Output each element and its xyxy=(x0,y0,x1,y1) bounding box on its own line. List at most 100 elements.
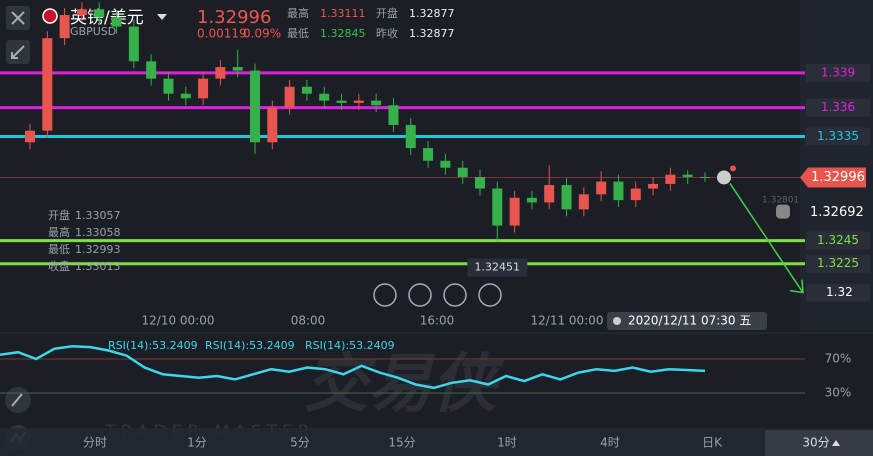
candle-body xyxy=(267,107,278,143)
rsi-tick-label: 70% xyxy=(825,352,852,366)
candle-body xyxy=(405,124,416,149)
candle-body xyxy=(475,176,485,189)
rsi-line xyxy=(0,344,706,390)
info-value: 1.32993 xyxy=(75,243,121,256)
period-item[interactable]: 5分 xyxy=(290,436,310,450)
alert-dot xyxy=(730,165,736,172)
time-tag-dot xyxy=(613,317,621,325)
price-tag-label: 1.3245 xyxy=(817,233,859,247)
candle-body xyxy=(76,9,87,16)
info-label: 最低 xyxy=(48,243,70,256)
candle-body xyxy=(630,188,641,201)
period-item[interactable]: 15分 xyxy=(388,436,415,450)
info-label: 开盘 xyxy=(48,208,70,222)
x-axis-label: 12/11 00:00 xyxy=(531,314,604,328)
info-value: 1.33057 xyxy=(75,209,121,222)
change-pct: 0.09% xyxy=(243,27,281,41)
stat-value: 1.32877 xyxy=(409,27,455,40)
period-arrow xyxy=(832,440,840,446)
candle-body xyxy=(509,197,520,226)
candle-body xyxy=(648,183,659,189)
zoom-button[interactable] xyxy=(408,283,432,307)
time-tag-box xyxy=(607,312,767,330)
candle-body xyxy=(59,15,70,39)
info-label: 最高 xyxy=(48,225,70,239)
shrink-icon xyxy=(11,45,25,59)
candle-body xyxy=(111,17,122,27)
alert-price: 1.32692 xyxy=(810,205,864,220)
candle-body xyxy=(180,93,191,99)
period-item[interactable]: 4时 xyxy=(600,436,620,450)
candle-body xyxy=(94,9,105,18)
x-axis-label: 12/10 00:00 xyxy=(142,314,215,328)
period-selected-box[interactable] xyxy=(765,430,873,456)
candle-body xyxy=(215,67,226,79)
candle-body xyxy=(198,78,209,99)
candle-body xyxy=(596,181,607,195)
candle-body xyxy=(284,86,295,108)
period-item[interactable]: 分时 xyxy=(83,436,107,450)
candle-body xyxy=(353,100,364,103)
pair-title[interactable]: 英镑/美元 xyxy=(70,8,144,28)
price-tag xyxy=(806,63,870,82)
target-label: 1.32 xyxy=(826,285,853,299)
period-item[interactable]: 1分 xyxy=(187,436,207,450)
period-item[interactable]: 日K xyxy=(702,436,723,450)
zoom-button[interactable] xyxy=(443,283,467,307)
candle-body xyxy=(319,93,330,101)
rsi-label: RSI(14):53.2409 xyxy=(108,339,198,352)
price-tag xyxy=(806,254,870,273)
candle-body xyxy=(301,86,312,94)
candle-body xyxy=(682,174,693,177)
candle-body xyxy=(128,26,139,62)
candle-body xyxy=(371,100,382,106)
period-item[interactable]: 1时 xyxy=(497,436,517,450)
rsi-label: RSI(14):53.2409 xyxy=(305,339,395,352)
dropdown-icon[interactable] xyxy=(157,14,167,20)
stat-label: 开盘 xyxy=(376,6,398,20)
symbol: GBPUSD xyxy=(70,25,116,38)
zoom-button[interactable] xyxy=(373,283,397,307)
candle-body xyxy=(440,160,451,168)
price-axis xyxy=(800,0,873,330)
candle-body xyxy=(146,61,157,79)
zoom-button[interactable] xyxy=(478,283,502,307)
candle-body xyxy=(336,100,347,103)
info-label: 收盘 xyxy=(48,259,70,273)
stat-label: 昨收 xyxy=(376,26,398,40)
flag-icon xyxy=(42,8,58,24)
period-selected[interactable]: 30分 xyxy=(802,436,829,450)
low-tag xyxy=(467,258,528,277)
rsi-tick-label: 30% xyxy=(825,386,852,400)
stat-value: 1.32877 xyxy=(409,7,455,20)
time-tag: 2020/12/11 07:30 五 xyxy=(628,314,751,328)
price-tag-label: 1.3225 xyxy=(817,256,859,270)
price-tag xyxy=(806,231,870,250)
candle-body xyxy=(665,174,676,184)
target-tag xyxy=(806,283,870,302)
stat-label: 最高 xyxy=(287,6,309,20)
info-value: 1.33013 xyxy=(75,260,121,273)
candle-body xyxy=(232,67,243,71)
rsi-label: RSI(14):53.2409 xyxy=(205,339,295,352)
price-tag xyxy=(806,98,870,117)
price-tag-label: 1.3335 xyxy=(817,129,859,143)
info-icon[interactable] xyxy=(717,170,731,185)
candle-body xyxy=(25,130,35,143)
price-tag xyxy=(806,127,870,146)
alert-bell[interactable] xyxy=(776,204,790,219)
current-price-tag xyxy=(800,167,866,188)
candle-body xyxy=(561,185,572,210)
candle-body xyxy=(578,194,589,210)
current-price-label: 1.32996 xyxy=(811,170,865,185)
x-axis-label: 08:00 xyxy=(291,314,326,328)
candle-body xyxy=(42,38,53,131)
change: 0.00119 xyxy=(197,27,247,41)
candle-body xyxy=(457,167,468,177)
candle-body xyxy=(544,185,555,203)
close-icon xyxy=(11,11,25,25)
info-value: 1.33058 xyxy=(75,226,121,239)
low-label: 1.32451 xyxy=(475,260,521,273)
